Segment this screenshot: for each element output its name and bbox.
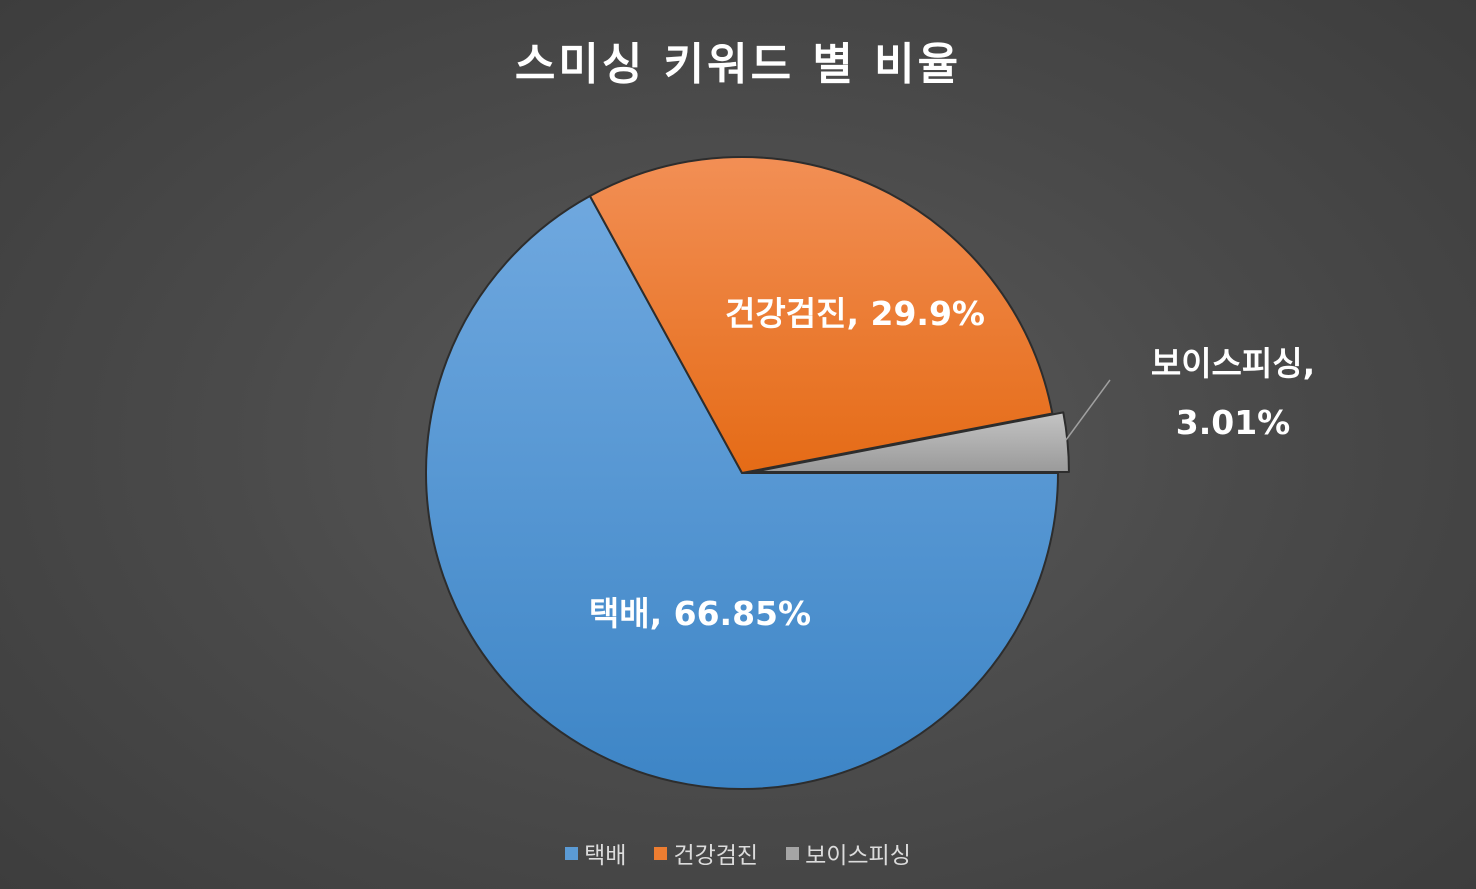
slice-label-voice-phishing-name: 보이스피싱, xyxy=(1151,344,1315,383)
legend-label-delivery: 택배 xyxy=(584,843,627,869)
pie-slice-health-checkup[interactable] xyxy=(588,156,1054,474)
leader-line-voice-phishing xyxy=(1065,379,1111,441)
pie-labels: 택배, 66.85% 건강검진, 29.9% 보이스피싱, 3.01% xyxy=(589,294,1315,633)
legend-swatch-voice-phishing xyxy=(786,846,800,860)
legend-label-voice-phishing: 보이스피싱 xyxy=(805,843,911,869)
legend-item-voice-phishing[interactable]: 보이스피싱 xyxy=(786,836,911,870)
slice-label-delivery: 택배, 66.85% xyxy=(589,594,811,633)
legend-label-health-checkup: 건강검진 xyxy=(673,843,759,869)
legend-item-delivery[interactable]: 택배 xyxy=(565,836,626,870)
legend: 택배 건강검진 보이스피싱 xyxy=(0,836,1476,870)
legend-swatch-delivery xyxy=(565,846,579,860)
pie-slice-delivery[interactable] xyxy=(425,194,1059,790)
slice-label-health-checkup: 건강검진, 29.9% xyxy=(725,294,985,333)
legend-item-health-checkup[interactable]: 건강검진 xyxy=(654,836,758,870)
pie-slice-voice-phishing[interactable] xyxy=(751,411,1070,473)
pie-slices xyxy=(425,156,1070,790)
legend-swatch-health-checkup xyxy=(654,846,668,860)
chart-title: 스미싱 키워드 별 비율 xyxy=(514,39,962,90)
slice-label-voice-phishing-value: 3.01% xyxy=(1176,403,1291,442)
